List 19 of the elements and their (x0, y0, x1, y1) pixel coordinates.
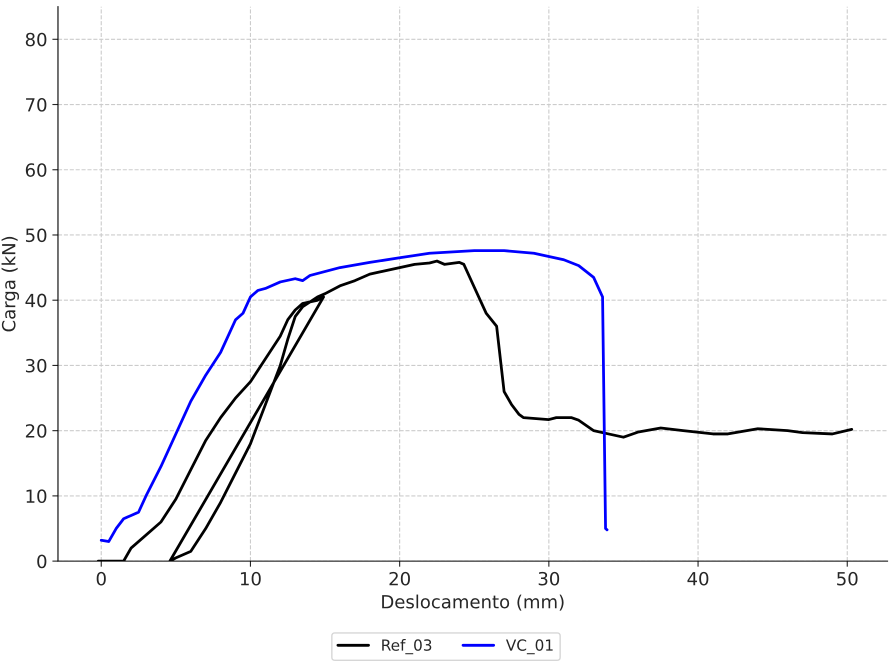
y-tick-label: 40 (25, 294, 46, 308)
y-tick-label: 50 (26, 228, 46, 242)
legend-label: Ref_03 (382, 639, 432, 654)
x-tick-label: 10 (240, 572, 261, 586)
x-tick-label: 30 (538, 572, 560, 586)
x-axis-title: Deslocamento (mm) (382, 594, 564, 611)
x-tick-label: 20 (389, 572, 410, 586)
y-tick-label: 60 (26, 163, 46, 177)
y-tick-label: 70 (26, 98, 46, 112)
legend-label: VC_01 (506, 639, 553, 654)
y-tick-label: 10 (26, 489, 46, 504)
y-tick-label: 20 (26, 424, 46, 438)
y-axis-title: Carga (kN) (2, 236, 20, 332)
y-tick-label: 30 (26, 358, 46, 373)
y-tick-label: 80 (26, 32, 46, 46)
x-tick-label: 40 (687, 572, 708, 586)
y-tick-label: 0 (37, 554, 46, 568)
x-tick-label: 0 (96, 572, 106, 586)
x-tick-label: 50 (837, 572, 858, 586)
